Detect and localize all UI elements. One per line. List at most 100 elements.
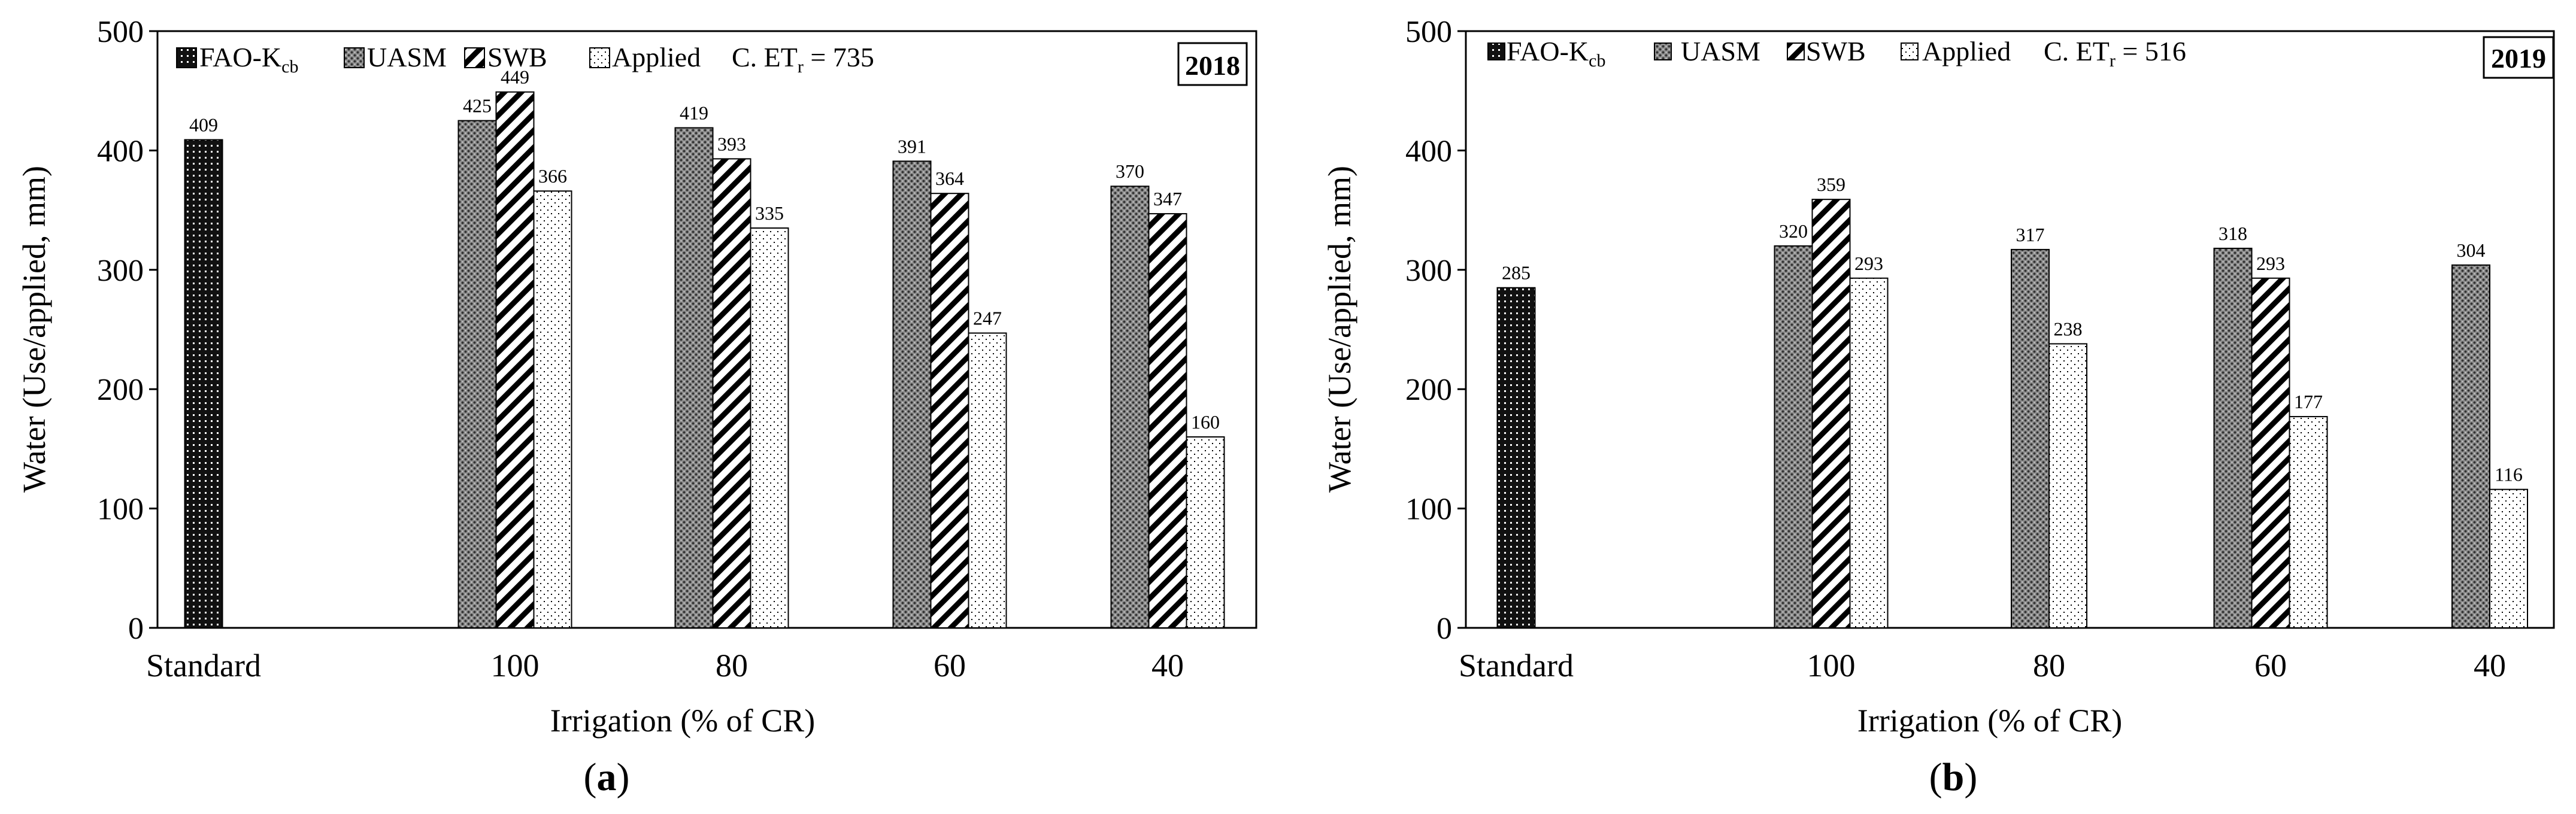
bar-applied-80 xyxy=(2048,343,2087,628)
bar-value-label: 409 xyxy=(189,114,218,135)
y-axis-label: Water (Use/applied, mm) xyxy=(1322,166,1357,493)
chart-panel-b: 0 100 200 300 400 500 Standard 100 80 60 40 285 32… xyxy=(1322,15,2555,799)
bar-uasm-60 xyxy=(892,160,932,628)
bar-value-label: 425 xyxy=(463,95,492,117)
legend-label-fao-kcb: FAO-Kcb xyxy=(199,42,298,77)
bars xyxy=(184,91,1225,629)
y-tick-label: 200 xyxy=(97,373,144,407)
bar-applied-40 xyxy=(1186,436,1225,629)
bar-swb-80 xyxy=(712,158,751,629)
bar-value-label: 393 xyxy=(717,133,746,154)
bar-value-label: 391 xyxy=(898,135,926,157)
bar-value-label: 160 xyxy=(1191,411,1220,433)
x-tick-label: 80 xyxy=(716,648,748,684)
chart-panel-a: 0 100 200 300 400 500 Standard 100 80 60 40 409 42… xyxy=(16,15,1257,799)
x-tick-label: 80 xyxy=(2033,648,2065,684)
bar-uasm-40 xyxy=(1110,186,1150,629)
bar-swb-60 xyxy=(2251,277,2290,628)
year-badge-frame xyxy=(2483,36,2554,79)
x-tick-label: 40 xyxy=(2474,648,2506,684)
bar-applied-60 xyxy=(968,332,1007,628)
bar-value-label: 293 xyxy=(2256,253,2285,274)
legend-swatch-uasm xyxy=(1654,42,1672,60)
legend-label-uasm: UASM xyxy=(367,42,447,72)
legend-label-applied: Applied xyxy=(1922,36,2011,66)
y-tick-label: 300 xyxy=(97,254,144,288)
year-badge: 2018 xyxy=(1185,50,1240,81)
year-badge: 2019 xyxy=(2491,43,2546,74)
bar-applied-40 xyxy=(2489,488,2528,628)
bar-value-label: 364 xyxy=(935,168,964,189)
legend: FAO-Kcb UASM SWB Applied C. ETr = 516 xyxy=(1487,36,2186,71)
cet-annotation: C. ETr = 516 xyxy=(2044,36,2186,71)
bar-fao-kcb-Standard xyxy=(184,139,223,629)
bar-value-label: 285 xyxy=(1502,262,1531,284)
bar-value-label: 293 xyxy=(1854,253,1883,274)
legend-swatch-fao-kcb xyxy=(1487,42,1505,60)
x-axis-categories: Standard 100 80 60 40 xyxy=(1459,648,2506,684)
y-axis-ticks: 0 100 200 300 400 500 xyxy=(1405,15,1466,646)
legend-swatch-fao-kcb xyxy=(176,47,197,68)
plot-frame xyxy=(1465,30,2555,629)
legend-swatch-uasm xyxy=(344,47,365,68)
legend-swatch-applied xyxy=(1901,42,1919,60)
bar-value-label: 366 xyxy=(538,165,567,187)
bar-swb-100 xyxy=(1811,199,1851,628)
x-tick-label: 100 xyxy=(1807,648,1856,684)
bar-uasm-100 xyxy=(1774,245,1813,629)
bar-value-label: 247 xyxy=(973,307,1002,329)
legend-label-uasm: UASM xyxy=(1681,36,1760,66)
x-tick-label: 40 xyxy=(1151,648,1184,684)
y-tick-label: 400 xyxy=(1405,134,1452,168)
bar-value-labels: 409 425 449 366 419 393 335 391 364 247 370 347 160 xyxy=(189,66,1220,433)
bars xyxy=(1496,199,2528,629)
bar-value-label: 320 xyxy=(1779,220,1808,242)
y-axis-label: Water (Use/applied, mm) xyxy=(16,166,52,493)
bar-value-label: 116 xyxy=(2495,464,2523,485)
cet-annotation: C. ETr = 735 xyxy=(732,42,874,77)
y-tick-label: 200 xyxy=(1405,373,1452,407)
y-tick-label: 0 xyxy=(1437,612,1452,646)
y-tick-label: 100 xyxy=(97,493,144,527)
bar-applied-100 xyxy=(533,190,572,629)
year-badge-frame xyxy=(1177,42,1248,86)
legend-swatch-applied xyxy=(589,47,610,68)
bar-uasm-60 xyxy=(2213,247,2253,628)
bar-swb-60 xyxy=(930,193,969,628)
y-tick-label: 500 xyxy=(97,15,144,49)
bar-uasm-100 xyxy=(457,120,497,629)
bar-value-label: 238 xyxy=(2054,318,2083,339)
y-tick-label: 300 xyxy=(1405,254,1452,288)
bar-value-label: 359 xyxy=(1817,174,1845,195)
bar-swb-40 xyxy=(1148,213,1187,629)
bar-swb-100 xyxy=(495,91,535,629)
legend-swatch-swb xyxy=(1787,42,1805,60)
legend-swatch-swb xyxy=(464,47,485,68)
bar-value-label: 304 xyxy=(2457,239,2486,261)
x-axis-label: Irrigation (% of CR) xyxy=(550,703,815,739)
bar-value-label: 335 xyxy=(755,202,784,224)
bar-value-label: 317 xyxy=(2016,224,2045,245)
legend-label-applied: Applied xyxy=(612,42,701,72)
bar-value-labels: 285 320 359 293 317 238 318 293 177 304 116 xyxy=(1502,174,2523,485)
x-axis-label: Irrigation (% of CR) xyxy=(1857,703,2122,739)
legend: FAO-Kcb UASM SWB Applied C. ETr = 735 xyxy=(176,42,874,77)
y-tick-label: 100 xyxy=(1405,493,1452,527)
bar-value-label: 347 xyxy=(1153,188,1182,209)
bar-applied-100 xyxy=(1849,277,1889,628)
x-tick-label: 60 xyxy=(2254,648,2287,684)
x-tick-label: Standard xyxy=(146,648,261,684)
bar-value-label: 370 xyxy=(1116,160,1144,182)
y-axis-ticks: 0 100 200 300 400 500 xyxy=(97,15,157,646)
bar-applied-60 xyxy=(2289,416,2328,628)
bar-value-label: 449 xyxy=(501,66,529,88)
x-axis-categories: Standard 100 80 60 40 xyxy=(146,648,1184,684)
x-tick-label: 60 xyxy=(934,648,966,684)
panel-label-a: (a) xyxy=(584,755,630,799)
bar-value-label: 419 xyxy=(680,102,708,124)
panel-label-b: (b) xyxy=(1929,755,1978,799)
bar-uasm-80 xyxy=(674,127,714,629)
y-tick-label: 0 xyxy=(128,612,144,646)
x-tick-label: Standard xyxy=(1459,648,1574,684)
